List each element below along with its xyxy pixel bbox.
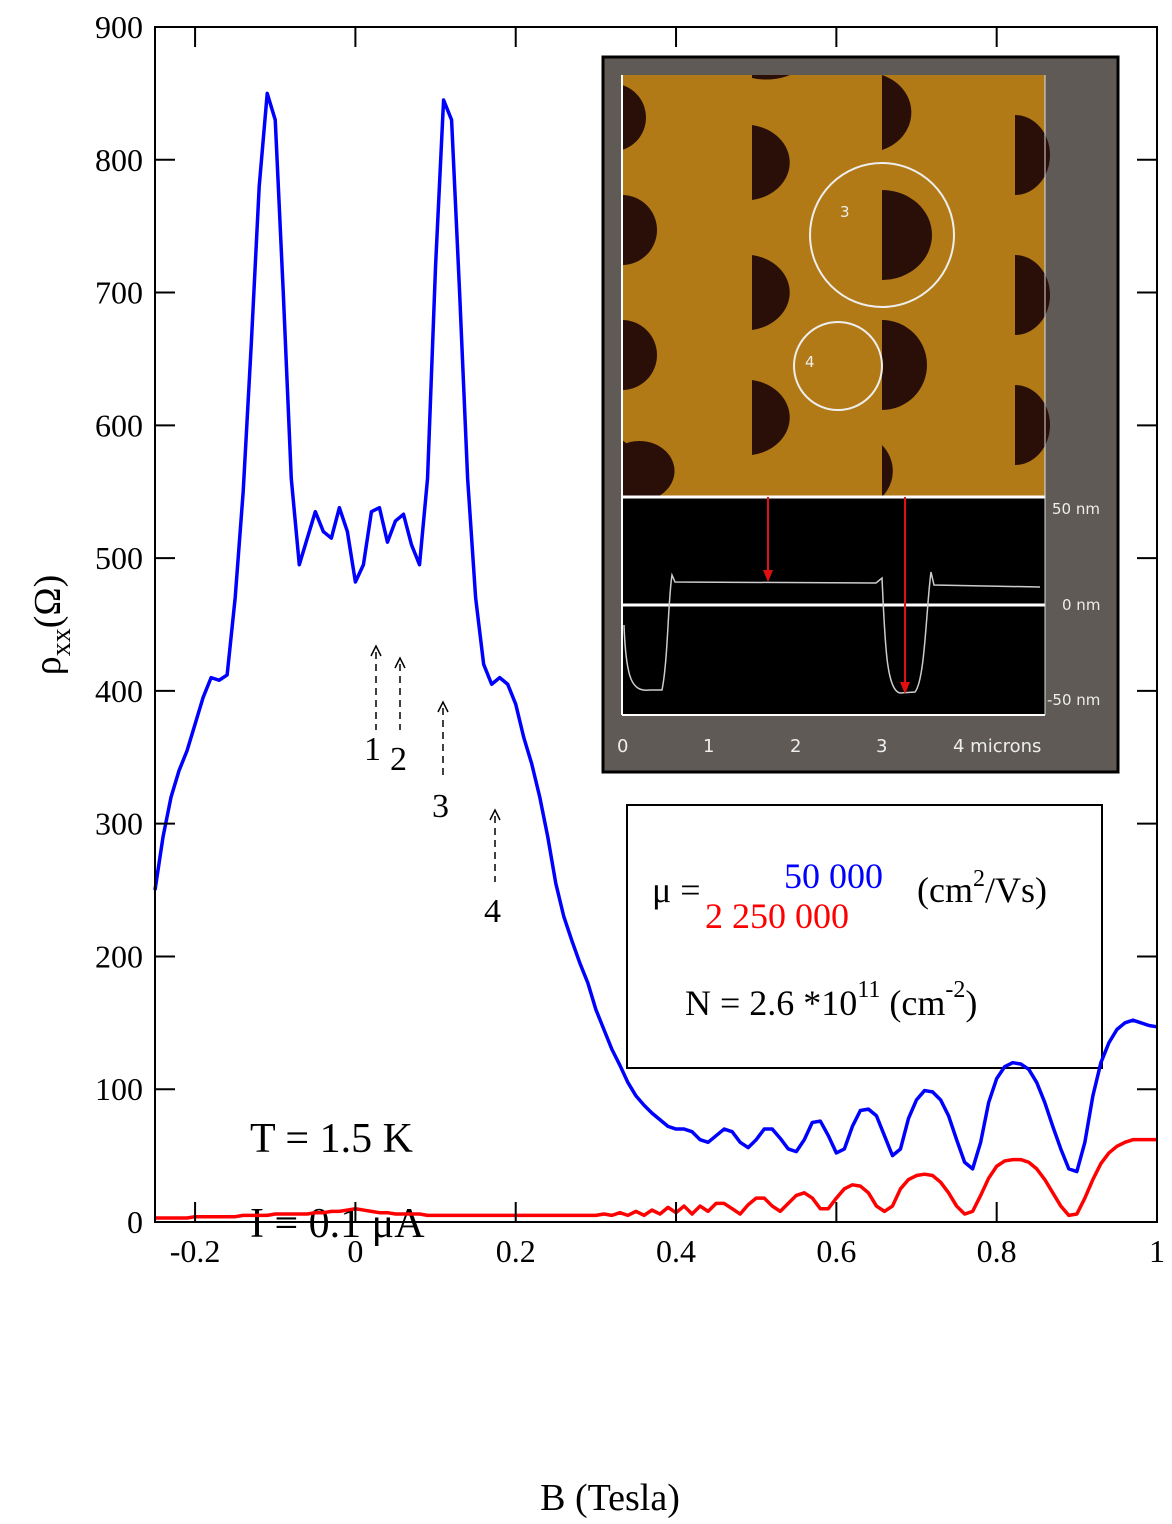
inset: 3 4 50 nm 0 nm -50 nm 0 1 2 3 4 microns — [603, 57, 1118, 772]
x-tick-label: 0.8 — [977, 1233, 1017, 1269]
arrow-label: 3 — [432, 788, 449, 825]
y-tick-label: 100 — [95, 1071, 143, 1107]
profile-label: 50 nm — [1052, 500, 1100, 518]
density: N = 2.6 *1011 (cm-2) — [685, 977, 977, 1023]
inset-axis-label: 2 — [790, 736, 801, 757]
mu-red: 2 250 000 — [705, 896, 849, 936]
arrow-label: 1 — [364, 731, 381, 768]
profile-label: 0 nm — [1062, 596, 1100, 614]
y-tick-label: 700 — [95, 275, 143, 311]
mu-unit-b: /Vs) — [985, 870, 1047, 910]
arrow-label: 2 — [390, 741, 407, 778]
x-tick-label: 0.4 — [656, 1233, 696, 1269]
y-tick-label: 600 — [95, 407, 143, 443]
inset-axis-label: 3 — [876, 736, 887, 757]
y-axis-label: ρxx(Ω) — [27, 575, 77, 676]
mu-unit-sup: 2 — [973, 866, 985, 892]
inset-axis-label: 0 — [617, 736, 628, 757]
circle-label: 3 — [840, 203, 850, 221]
y-tick-label: 500 — [95, 540, 143, 576]
info-box — [627, 805, 1102, 1068]
y-label-sub: xx — [46, 628, 77, 656]
y-tick-label: 200 — [95, 938, 143, 974]
inset-axis-label: 4 microns — [953, 736, 1041, 757]
y-tick-label: 300 — [95, 806, 143, 842]
y-tick-label: 400 — [95, 673, 143, 709]
y-tick-label: 800 — [95, 142, 143, 178]
n-unit-sup: -2 — [945, 977, 965, 1003]
current: I = 0.1 μA — [250, 1201, 425, 1247]
circle-label: 4 — [805, 353, 815, 371]
y-tick-label: 900 — [95, 9, 143, 45]
n-prefix: N = 2.6 *10 — [685, 983, 857, 1023]
x-axis-label: B (Tesla) — [540, 1477, 680, 1519]
x-tick-label: 0.2 — [496, 1233, 536, 1269]
x-tick-label: 0.6 — [816, 1233, 856, 1269]
mu-unit-a: (cm — [917, 870, 973, 910]
temperature: T = 1.5 K — [250, 1116, 413, 1162]
x-tick-label: 1 — [1149, 1233, 1165, 1269]
inset-axis-label: 1 — [703, 736, 714, 757]
mu-blue: 50 000 — [784, 856, 883, 896]
x-tick-label: 0 — [347, 1233, 363, 1269]
afm-image — [622, 75, 1045, 497]
n-unit-a: (cm — [880, 983, 945, 1023]
n-sup: 11 — [857, 977, 880, 1003]
arrow-label: 4 — [484, 893, 501, 930]
n-unit-b: ) — [965, 983, 977, 1023]
profile-label: -50 nm — [1047, 691, 1100, 709]
page: {"chart_data": {"type": "line", "x_label… — [0, 0, 1172, 1524]
y-tick-label: 0 — [127, 1204, 143, 1240]
x-tick-label: -0.2 — [170, 1233, 221, 1269]
y-label-main: ρ — [27, 656, 69, 675]
y-label-unit: (Ω) — [27, 575, 69, 629]
mu-prefix: μ = — [652, 870, 701, 910]
chart: 3 4 50 nm 0 nm -50 nm 0 1 2 3 4 microns … — [0, 0, 1172, 1524]
